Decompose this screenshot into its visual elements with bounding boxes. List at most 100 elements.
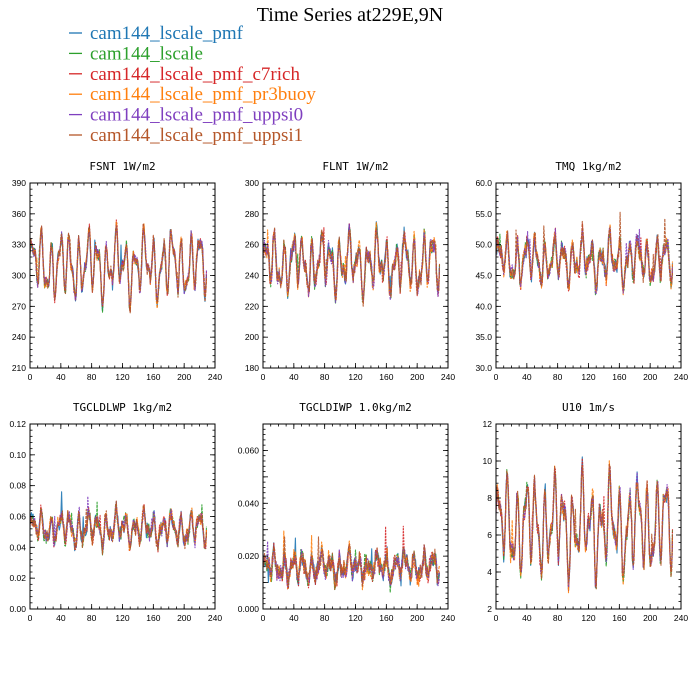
- x-tick-label: 40: [522, 372, 532, 382]
- legend-entry: cam144_lscale: [90, 43, 203, 64]
- x-tick-label: 40: [289, 613, 299, 623]
- y-tick-label: 270: [12, 301, 26, 311]
- y-tick-label: 0.08: [9, 481, 26, 491]
- plot-frame: [29, 182, 216, 369]
- y-tick-label: 10: [483, 456, 493, 466]
- x-tick-label: 160: [146, 613, 160, 623]
- x-tick-label: 120: [348, 372, 362, 382]
- x-tick-label: 40: [522, 613, 532, 623]
- y-tick-label: 30.0: [475, 363, 492, 373]
- y-tick-label: 2: [487, 604, 492, 614]
- y-tick-label: 0.000: [238, 604, 260, 614]
- legend-entry: cam144_lscale_pmf_c7rich: [90, 64, 300, 85]
- x-tick-label: 40: [56, 613, 66, 623]
- y-tick-label: 240: [245, 271, 259, 281]
- y-tick-label: 220: [245, 301, 259, 311]
- y-tick-label: 0.04: [9, 542, 26, 552]
- x-tick-label: 240: [441, 613, 455, 623]
- x-tick-label: 120: [115, 613, 129, 623]
- x-tick-label: 80: [320, 372, 330, 382]
- series-line: [496, 463, 674, 590]
- figure-title: Time Series at229E,9N: [257, 4, 443, 26]
- x-tick-label: 120: [581, 372, 595, 382]
- y-tick-label: 390: [12, 178, 26, 188]
- x-tick-label: 40: [289, 372, 299, 382]
- chart-panel: TMQ 1kg/m2 0 40 80 120 160 200 240 30.0 35.0 40.0 4…: [475, 160, 688, 382]
- series-line: [263, 226, 441, 307]
- chart-panel: FLNT 1W/m2 0 40 80 120 160 200 240 180 200 220 240 2…: [245, 160, 456, 382]
- y-tick-label: 8: [487, 493, 492, 503]
- series-line: [263, 536, 441, 590]
- x-tick-label: 200: [177, 613, 191, 623]
- x-tick-label: 240: [441, 372, 455, 382]
- panels: FSNT 1W/m20 40 80 120 160 200 2402102402703003…: [9, 160, 688, 623]
- y-tick-label: 0.040: [238, 498, 260, 508]
- chart-panel: FSNT 1W/m2 0 40 80 120 160 200 240 210 240 270 300 3…: [12, 160, 223, 382]
- y-tick-label: 0.10: [9, 450, 26, 460]
- chart-panel: TGCLDIWP 1.0kg/m2 0 40 80 120 160 200 240 0.000 0…: [238, 401, 456, 623]
- y-tick-label: 300: [245, 178, 259, 188]
- y-tick-label: 55.0: [475, 209, 492, 219]
- series-line: [496, 211, 674, 289]
- panel-title: TGCLDLWP 1kg/m2: [73, 401, 172, 414]
- x-tick-label: 160: [379, 372, 393, 382]
- x-tick-label: 240: [208, 372, 222, 382]
- y-tick-label: 0.020: [238, 551, 260, 561]
- x-tick-label: 160: [379, 613, 393, 623]
- x-tick-label: 0: [494, 613, 499, 623]
- x-tick-label: 120: [115, 372, 129, 382]
- x-tick-label: 80: [553, 372, 563, 382]
- series-line: [30, 222, 208, 314]
- y-tick-label: 240: [12, 332, 26, 342]
- x-tick-label: 80: [87, 613, 97, 623]
- plot-frame: [29, 423, 216, 610]
- x-tick-label: 0: [494, 372, 499, 382]
- y-tick-label: 360: [12, 209, 26, 219]
- x-tick-label: 0: [28, 613, 33, 623]
- y-tick-label: 0.060: [238, 445, 260, 455]
- y-tick-label: 0.02: [9, 573, 26, 583]
- x-tick-label: 120: [581, 613, 595, 623]
- x-tick-label: 240: [674, 613, 688, 623]
- x-tick-label: 160: [612, 613, 626, 623]
- x-tick-label: 40: [56, 372, 66, 382]
- y-tick-label: 0.06: [9, 512, 26, 522]
- y-tick-label: 0.12: [9, 419, 26, 429]
- y-tick-label: 260: [245, 240, 259, 250]
- legend-entry: cam144_lscale_pmf_uppsi1: [90, 125, 303, 146]
- y-tick-label: 180: [245, 363, 259, 373]
- panel-title: U10 1m/s: [562, 401, 615, 414]
- panel-title: FSNT 1W/m2: [89, 160, 155, 173]
- x-tick-label: 0: [28, 372, 33, 382]
- x-tick-label: 0: [261, 613, 266, 623]
- x-tick-label: 200: [177, 372, 191, 382]
- chart-panel: TGCLDLWP 1kg/m2 0 40 80 120 160 200 240 0.00 0.02…: [9, 401, 222, 623]
- x-tick-label: 200: [643, 613, 657, 623]
- x-tick-label: 160: [612, 372, 626, 382]
- x-tick-label: 240: [674, 372, 688, 382]
- y-tick-label: 35.0: [475, 332, 492, 342]
- y-tick-label: 4: [487, 567, 492, 577]
- y-tick-label: 0.00: [9, 604, 26, 614]
- x-tick-label: 240: [208, 613, 222, 623]
- x-tick-label: 0: [261, 372, 266, 382]
- y-tick-label: 40.0: [475, 301, 492, 311]
- y-tick-label: 300: [12, 271, 26, 281]
- y-tick-label: 330: [12, 240, 26, 250]
- chart-panel: U10 1m/s 0 40 80 120 160 200 240 2 4 6 8 10 12: [483, 401, 689, 623]
- x-tick-label: 80: [320, 613, 330, 623]
- legend-entry: cam144_lscale_pmf_pr3buoy: [90, 84, 316, 105]
- y-tick-label: 12: [483, 419, 493, 429]
- legend-entry: cam144_lscale_pmf_uppsi0: [90, 105, 303, 126]
- x-tick-label: 200: [643, 372, 657, 382]
- y-tick-label: 6: [487, 530, 492, 540]
- y-tick-label: 60.0: [475, 178, 492, 188]
- x-tick-label: 160: [146, 372, 160, 382]
- panel-title: FLNT 1W/m2: [322, 160, 388, 173]
- legend: cam144_lscale_pmfcam144_lscalecam144_lsc…: [69, 23, 316, 146]
- y-tick-label: 280: [245, 209, 259, 219]
- x-tick-label: 200: [410, 372, 424, 382]
- plot-frame: [262, 423, 449, 610]
- legend-entry: cam144_lscale_pmf: [90, 23, 244, 44]
